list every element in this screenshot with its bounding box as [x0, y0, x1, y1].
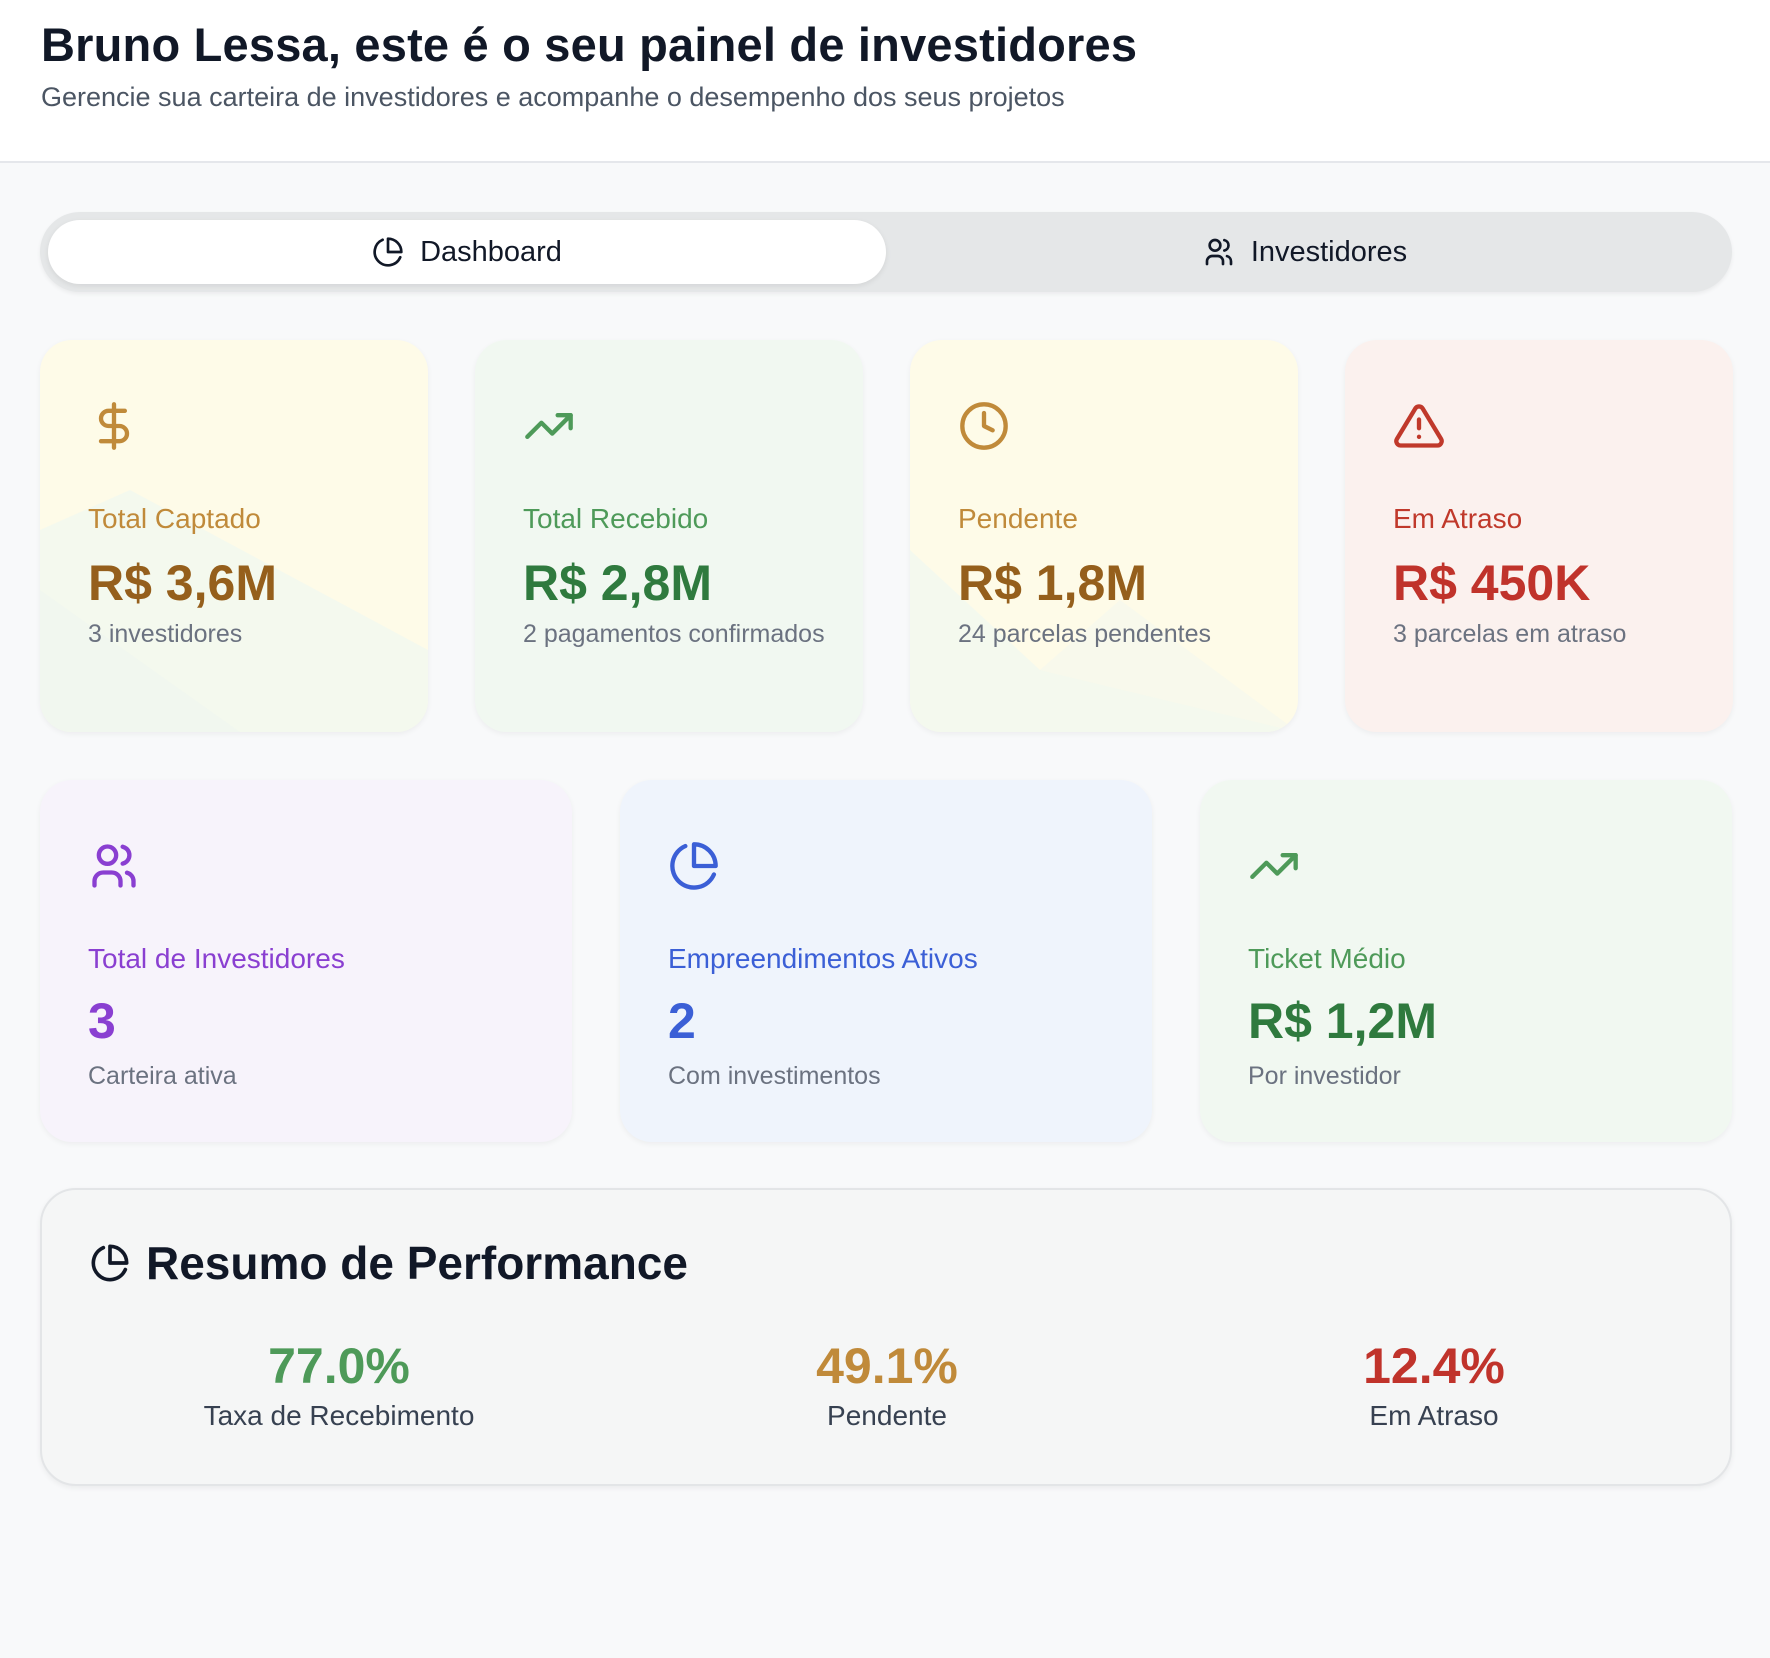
stat-subtext: 24 parcelas pendentes: [958, 620, 1211, 648]
stat-value: R$ 450K: [1393, 555, 1591, 611]
tab-bar: Dashboard Investidores: [40, 212, 1732, 292]
pie-chart-icon: [670, 842, 718, 890]
clock-icon: [960, 402, 1008, 450]
stat-card-total-investidores: Total de Investidores 3 Carteira ativa: [40, 780, 572, 1142]
page-header: Bruno Lessa, este é o seu painel de inve…: [0, 0, 1770, 163]
stat-value: R$ 1,2M: [1248, 993, 1437, 1049]
stat-card-total-recebido: Total Recebido R$ 2,8M 2 pagamentos conf…: [475, 340, 863, 732]
stat-label: Empreendimentos Ativos: [668, 943, 978, 974]
pie-chart-icon: [91, 1244, 129, 1282]
card-background-shape: [40, 490, 428, 732]
stat-value: R$ 3,6M: [88, 555, 277, 611]
stat-value: R$ 1,8M: [958, 555, 1147, 611]
stat-label: Ticket Médio: [1248, 943, 1406, 974]
users-icon: [92, 844, 136, 888]
stat-label: Total de Investidores: [88, 943, 345, 974]
trending-up-icon: [525, 413, 573, 439]
stat-card-pendente: Pendente R$ 1,8M 24 parcelas pendentes: [910, 340, 1298, 732]
alert-triangle-icon: [1394, 404, 1444, 448]
stat-card-empreendimentos-ativos: Empreendimentos Ativos 2 Com investiment…: [620, 780, 1152, 1142]
stat-card-ticket-medio: Ticket Médio R$ 1,2M Por investidor: [1200, 780, 1732, 1142]
metric-value: 49.1%: [816, 1338, 958, 1394]
performance-summary-panel: Resumo de Performance 77.0% Taxa de Rece…: [40, 1188, 1732, 1486]
stat-subtext: Carteira ativa: [88, 1062, 237, 1090]
stat-card-em-atraso: Em Atraso R$ 450K 3 parcelas em atraso: [1345, 340, 1733, 732]
stat-value: 3: [88, 993, 116, 1049]
page-subtitle: Gerencie sua carteira de investidores e …: [41, 82, 1065, 112]
tab-dashboard[interactable]: Dashboard: [48, 220, 886, 284]
dollar-icon: [98, 402, 130, 450]
tab-investidores[interactable]: Investidores: [886, 220, 1724, 284]
stat-subtext: 3 investidores: [88, 620, 243, 648]
metric-taxa-recebimento: 77.0% Taxa de Recebimento: [59, 1336, 619, 1432]
stat-subtext: 2 pagamentos confirmados: [523, 620, 825, 648]
stat-label: Em Atraso: [1393, 503, 1523, 534]
metric-label: Pendente: [827, 1400, 947, 1431]
stat-label: Total Recebido: [523, 503, 709, 534]
trending-up-icon: [1250, 853, 1298, 879]
card-background-shape: [910, 550, 1298, 732]
tab-investidores-label: Investidores: [1250, 235, 1408, 268]
stat-subtext: 3 parcelas em atraso: [1393, 620, 1627, 648]
metric-label: Taxa de Recebimento: [203, 1400, 475, 1431]
metric-pendente: 49.1% Pendente: [607, 1336, 1167, 1432]
metric-em-atraso: 12.4% Em Atraso: [1154, 1336, 1714, 1432]
metric-label: Em Atraso: [1369, 1400, 1499, 1431]
stat-value: 2: [668, 993, 696, 1049]
stat-card-total-captado: Total Captado R$ 3,6M 3 investidores: [40, 340, 428, 732]
page-title: Bruno Lessa, este é o seu painel de inve…: [41, 18, 1138, 71]
users-icon: [1205, 238, 1233, 266]
metric-value: 12.4%: [1363, 1338, 1505, 1394]
metric-value: 77.0%: [268, 1338, 410, 1394]
stat-value: R$ 2,8M: [523, 555, 712, 611]
pie-chart-icon: [373, 237, 403, 267]
tab-dashboard-label: Dashboard: [420, 235, 562, 268]
stat-label: Pendente: [958, 503, 1078, 534]
performance-title-text: Resumo de Performance: [146, 1237, 688, 1289]
stat-label: Total Captado: [88, 503, 261, 534]
stat-subtext: Com investimentos: [668, 1062, 881, 1090]
performance-title: Resumo de Performance: [90, 1236, 688, 1290]
stat-subtext: Por investidor: [1248, 1062, 1401, 1090]
